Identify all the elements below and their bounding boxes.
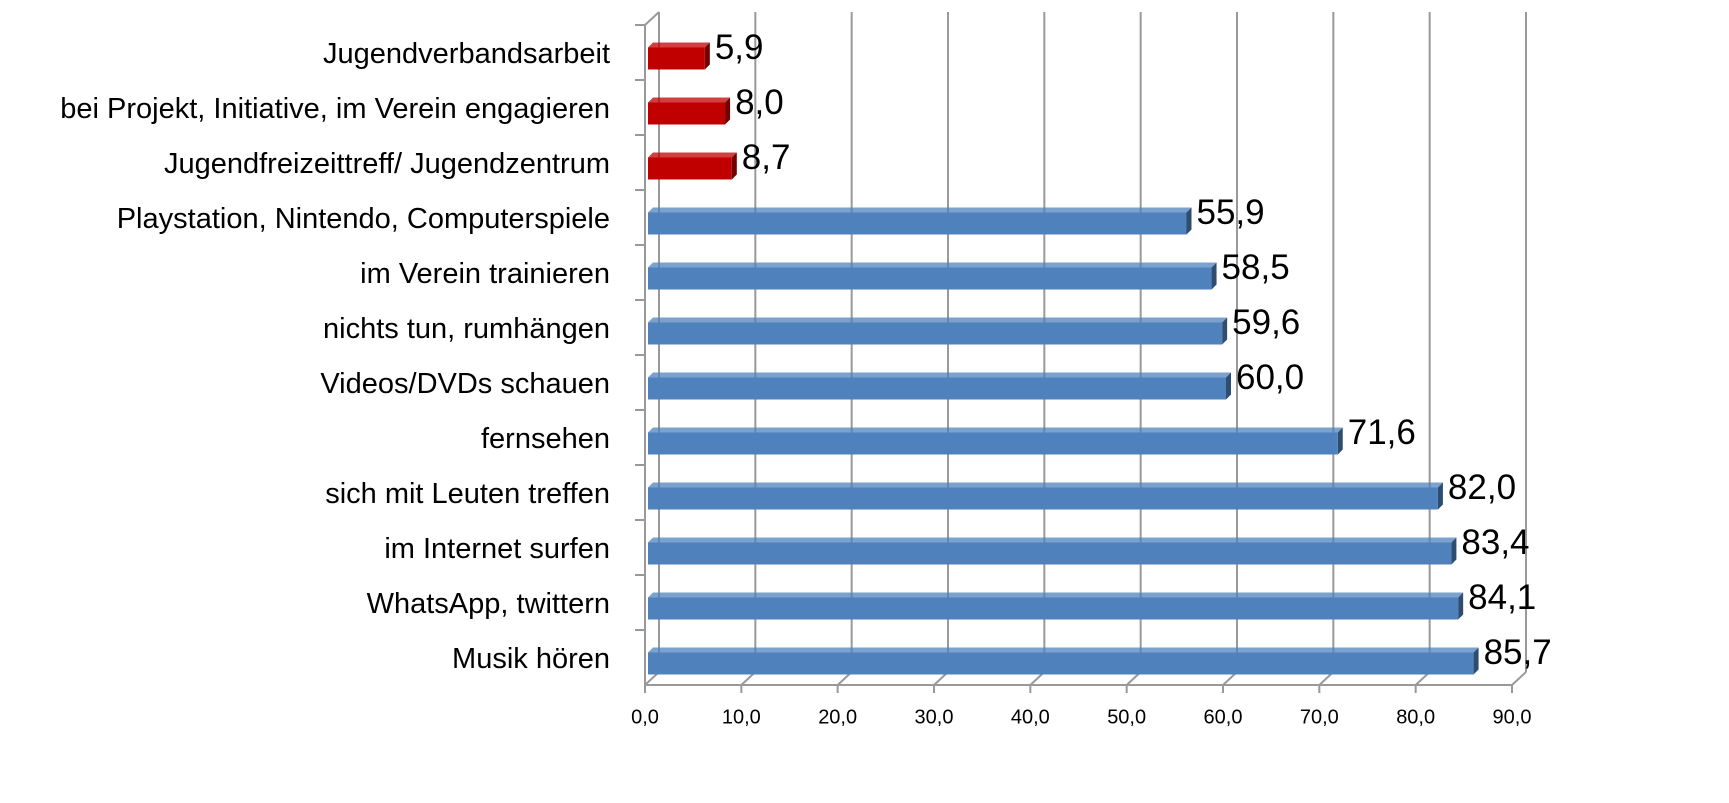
x-tick-label: 80,0 [1396,706,1435,728]
data-label: 8,7 [742,138,791,177]
x-tick-label: 10,0 [722,706,761,728]
bar [648,592,1464,620]
data-label: 8,0 [735,83,784,122]
y-tick-label: Jugendverbandsarbeit [323,38,610,70]
bar-side [1437,482,1443,510]
bar [648,97,731,125]
y-tick-label: im Internet surfen [384,533,610,565]
bar [648,42,710,70]
bar-top [648,372,1231,378]
data-label: 85,7 [1484,633,1552,672]
y-tick-label: bei Projekt, Initiative, im Verein engag… [60,93,610,125]
y-tick-label: fernsehen [481,423,610,455]
bar-front [648,597,1459,620]
bar-front [648,542,1452,565]
bar-side [1337,427,1343,455]
bar-front [648,212,1187,235]
bar [648,152,737,180]
bar-side [704,42,710,70]
bar-side [1473,647,1479,675]
bar-top [648,427,1343,433]
bar-side [725,97,731,125]
grid-line [1029,12,1046,686]
grid-line [1318,12,1335,686]
x-tick-label: 0,0 [631,706,659,728]
bar-side [1186,207,1192,235]
bar-side [1222,317,1228,345]
x-tick-label: 50,0 [1107,706,1146,728]
axis-line [644,11,660,26]
bar-top [648,97,731,103]
bar-front [648,157,732,180]
y-tick-label: Musik hören [452,643,610,675]
bar [648,372,1231,400]
x-tick-label: 20,0 [818,706,857,728]
data-label: 55,9 [1197,193,1265,232]
bar-top [648,262,1217,268]
data-label: 59,6 [1232,303,1300,342]
x-tick-label: 40,0 [1011,706,1050,728]
x-tick-label: 70,0 [1300,706,1339,728]
bar-side [1226,372,1231,400]
grid-line [933,12,949,686]
y-tick-label: nichts tun, rumhängen [323,313,610,345]
bar [648,482,1443,510]
bar-top [648,647,1479,653]
bar-side [1451,537,1457,565]
bar-top [648,42,710,48]
bar-front [648,432,1338,455]
bar-top [648,207,1192,213]
bar-side [1211,262,1217,290]
bar-top [648,537,1457,543]
data-label: 83,4 [1461,523,1529,562]
bar [648,647,1479,675]
grid-line [1125,12,1142,686]
data-label: 82,0 [1448,468,1516,507]
y-tick-label: Videos/DVDs schauen [320,368,610,400]
data-label: 84,1 [1468,578,1536,617]
y-tick-label: Jugendfreizeittreff/ Jugendzentrum [164,148,610,180]
bar-front [648,487,1438,510]
data-label: 5,9 [715,28,764,67]
bar [648,427,1343,455]
y-tick-label: WhatsApp, twittern [367,588,610,620]
bar [648,537,1457,565]
grid-line [1222,12,1238,686]
bar [648,317,1228,345]
y-tick-label: Playstation, Nintendo, Computerspiele [117,203,610,235]
bar-front [648,322,1223,345]
x-tick-label: 90,0 [1493,706,1532,728]
bar-side [1458,592,1464,620]
grid-line-floor [1511,671,1527,686]
bar-front [648,377,1226,400]
grid-line [836,12,853,686]
grid-line [1511,12,1527,686]
bar-front [648,47,705,70]
bar-front [648,652,1474,675]
bar-top [648,152,737,158]
bar-front [648,267,1212,290]
x-tick-label: 60,0 [1204,706,1243,728]
x-tick-label: 30,0 [915,706,954,728]
bar [648,207,1192,235]
bar-top [648,317,1228,323]
data-label: 71,6 [1348,413,1416,452]
y-tick-label: im Verein trainieren [360,258,610,290]
data-label: 58,5 [1222,248,1290,287]
bar-top [648,482,1443,488]
grid-line [1414,12,1431,686]
y-tick-label: sich mit Leuten treffen [325,478,610,510]
bar-side [731,152,737,180]
bar [648,262,1217,290]
bar-top [648,592,1464,598]
data-label: 60,0 [1236,358,1304,397]
bar-front [648,102,726,125]
